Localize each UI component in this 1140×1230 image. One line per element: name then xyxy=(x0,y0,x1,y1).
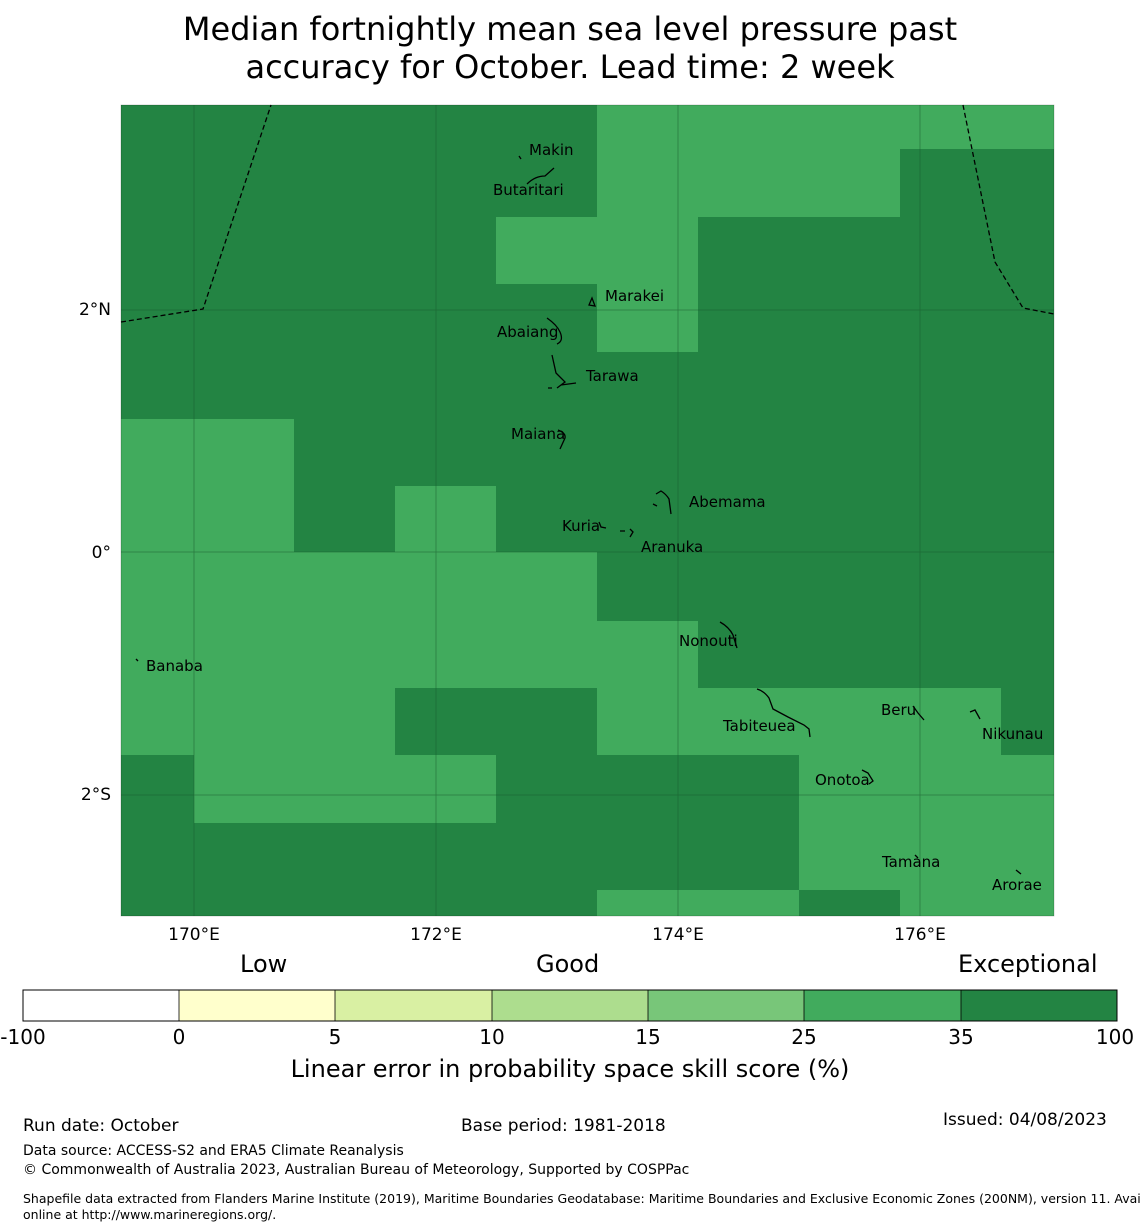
place-label-kuria: Kuria xyxy=(562,517,600,535)
shapefile-credit-line-1: Shapefile data extracted from Flanders M… xyxy=(23,1191,1140,1206)
category-good: Good xyxy=(536,950,600,978)
place-label-tarawa: Tarawa xyxy=(585,367,639,385)
island-beru xyxy=(912,705,925,721)
island-nikunau xyxy=(969,709,981,720)
skill-cell xyxy=(597,149,900,217)
skill-cell xyxy=(395,486,496,552)
place-label-maiana: Maiana xyxy=(511,425,565,443)
colorbar-tick: 0 xyxy=(172,1025,186,1049)
colorbar-label: Linear error in probability space skill … xyxy=(290,1055,850,1083)
place-label-banaba: Banaba xyxy=(146,657,203,675)
skill-cell xyxy=(121,419,294,552)
place-label-aranuka: Aranuka xyxy=(641,538,703,556)
island-nonouti xyxy=(719,621,738,649)
skill-cell xyxy=(799,755,1054,890)
colorbar-tick: 25 xyxy=(791,1025,817,1049)
skill-cell xyxy=(121,688,395,755)
place-label-tabiteuea: Tabiteuea xyxy=(722,717,796,735)
lon-tick-172: 172°E xyxy=(410,925,462,945)
place-label-marakei: Marakei xyxy=(605,287,664,305)
place-label-nonouti: Nonouti xyxy=(679,632,738,650)
colorbar-tick: 100 xyxy=(1095,1025,1135,1049)
colorbar-bin xyxy=(335,990,492,1021)
colorbar-frame xyxy=(22,989,1118,1022)
category-low: Low xyxy=(240,950,288,978)
lat-tick-2s: 2°S xyxy=(81,785,111,805)
colorbar-bin xyxy=(492,990,648,1021)
island-tamana xyxy=(914,854,919,859)
title-line-2: accuracy for October. Lead time: 2 week xyxy=(245,48,895,86)
lon-tick-labels: 170°E 172°E 174°E 176°E xyxy=(168,925,946,945)
colorbar-tick: 5 xyxy=(328,1025,342,1049)
skill-cell xyxy=(900,890,1054,916)
skill-cell xyxy=(597,284,698,352)
place-label-butaritari: Butaritari xyxy=(493,181,564,199)
colorbar-tick: -100 xyxy=(0,1025,46,1049)
lon-tick-170: 170°E xyxy=(168,925,220,945)
eez-boundary-west xyxy=(120,104,272,323)
island-kuria xyxy=(598,521,607,529)
place-labels: Makin Butaritari Marakei Abaiang Tarawa … xyxy=(146,141,1043,894)
colorbar-tick: 15 xyxy=(635,1025,661,1049)
skill-cell xyxy=(597,688,1001,755)
run-date: Run date: October xyxy=(23,1116,179,1136)
lon-tick-174: 174°E xyxy=(652,925,704,945)
base-period: Base period: 1981-2018 xyxy=(461,1116,666,1136)
island-abemama xyxy=(652,490,672,515)
skill-cell xyxy=(194,755,496,823)
place-label-arorae: Arorae xyxy=(992,876,1042,894)
island-maiana xyxy=(557,429,566,450)
issued-date: Issued: 04/08/2023 xyxy=(943,1110,1107,1130)
place-label-onotoa: Onotoa xyxy=(815,771,870,789)
skill-cell xyxy=(597,105,1054,149)
island-banaba xyxy=(135,658,139,662)
place-label-beru: Beru xyxy=(881,701,916,719)
map-frame xyxy=(120,104,1055,917)
island-abaiang xyxy=(546,317,563,345)
data-source: Data source: ACCESS-S2 and ERA5 Climate … xyxy=(23,1143,404,1159)
gridlines xyxy=(121,105,1054,916)
place-label-abaiang: Abaiang xyxy=(497,323,558,341)
colorbar-bin xyxy=(804,990,961,1021)
island-outlines xyxy=(135,155,1022,875)
lon-tick-176: 176°E xyxy=(894,925,946,945)
colorbar-tick: 35 xyxy=(948,1025,974,1049)
island-tarawa xyxy=(548,354,577,389)
eez-boundaries xyxy=(120,104,1055,323)
skill-cell xyxy=(496,217,698,284)
colorbar-tick: 10 xyxy=(479,1025,505,1049)
colorbar-bin xyxy=(961,990,1117,1021)
island-onotoa xyxy=(861,769,874,785)
island-aranuka xyxy=(620,528,634,538)
colorbar xyxy=(22,989,1118,1022)
island-marakei xyxy=(588,296,597,307)
lat-tick-labels: 2°N 0° 2°S xyxy=(79,300,111,805)
colorbar-bin xyxy=(23,990,179,1021)
island-makin xyxy=(518,155,522,160)
place-label-nikunau: Nikunau xyxy=(982,725,1043,743)
shapefile-credit-line-2: online at http://www.marineregions.org/. xyxy=(23,1207,277,1222)
colorbar-bin xyxy=(179,990,335,1021)
colorbar-bin xyxy=(648,990,804,1021)
copyright: © Commonwealth of Australia 2023, Austra… xyxy=(23,1162,690,1178)
island-butaritari xyxy=(526,167,555,185)
lat-tick-0: 0° xyxy=(92,543,111,563)
skill-cell xyxy=(121,621,698,688)
island-arorae xyxy=(1015,869,1022,875)
category-exceptional: Exceptional xyxy=(958,950,1098,978)
island-tabiteuea xyxy=(756,688,811,738)
place-label-abemama: Abemama xyxy=(689,493,766,511)
lat-tick-2n: 2°N xyxy=(79,300,111,320)
title-line-1: Median fortnightly mean sea level pressu… xyxy=(182,10,958,48)
skill-cell xyxy=(597,890,799,916)
place-label-makin: Makin xyxy=(529,141,574,159)
eez-boundary-east xyxy=(962,104,1055,315)
place-label-tamana: Tamana xyxy=(881,853,940,871)
chart-title: Median fortnightly mean sea level pressu… xyxy=(0,10,1140,86)
skill-cell xyxy=(121,552,597,621)
skill-cells-good xyxy=(121,105,1054,916)
